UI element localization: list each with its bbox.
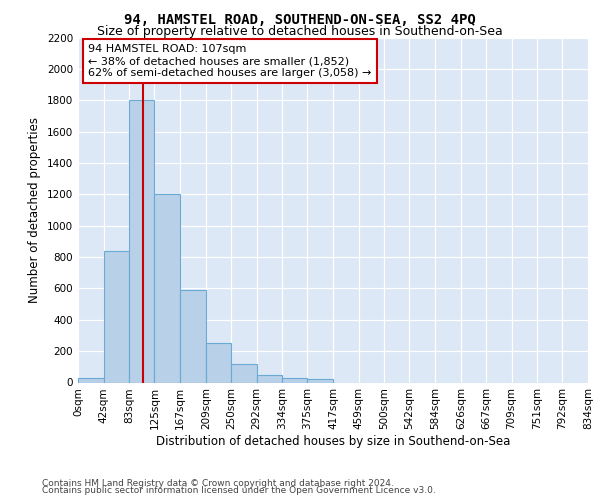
Bar bbox=[180, 290, 206, 382]
Bar bbox=[206, 342, 231, 382]
Text: Size of property relative to detached houses in Southend-on-Sea: Size of property relative to detached ho… bbox=[97, 25, 503, 38]
Bar bbox=[104, 251, 129, 382]
Bar bbox=[129, 100, 154, 382]
Text: 94, HAMSTEL ROAD, SOUTHEND-ON-SEA, SS2 4PQ: 94, HAMSTEL ROAD, SOUTHEND-ON-SEA, SS2 4… bbox=[124, 12, 476, 26]
Text: Contains HM Land Registry data © Crown copyright and database right 2024.: Contains HM Land Registry data © Crown c… bbox=[42, 478, 394, 488]
Y-axis label: Number of detached properties: Number of detached properties bbox=[28, 117, 41, 303]
Bar bbox=[282, 378, 307, 382]
X-axis label: Distribution of detached houses by size in Southend-on-Sea: Distribution of detached houses by size … bbox=[156, 435, 510, 448]
Bar bbox=[307, 380, 333, 382]
Text: Contains public sector information licensed under the Open Government Licence v3: Contains public sector information licen… bbox=[42, 486, 436, 495]
Text: 94 HAMSTEL ROAD: 107sqm
← 38% of detached houses are smaller (1,852)
62% of semi: 94 HAMSTEL ROAD: 107sqm ← 38% of detache… bbox=[88, 44, 371, 78]
Bar bbox=[78, 378, 104, 382]
Bar bbox=[231, 364, 257, 382]
Bar bbox=[154, 194, 180, 382]
Bar bbox=[257, 376, 282, 382]
